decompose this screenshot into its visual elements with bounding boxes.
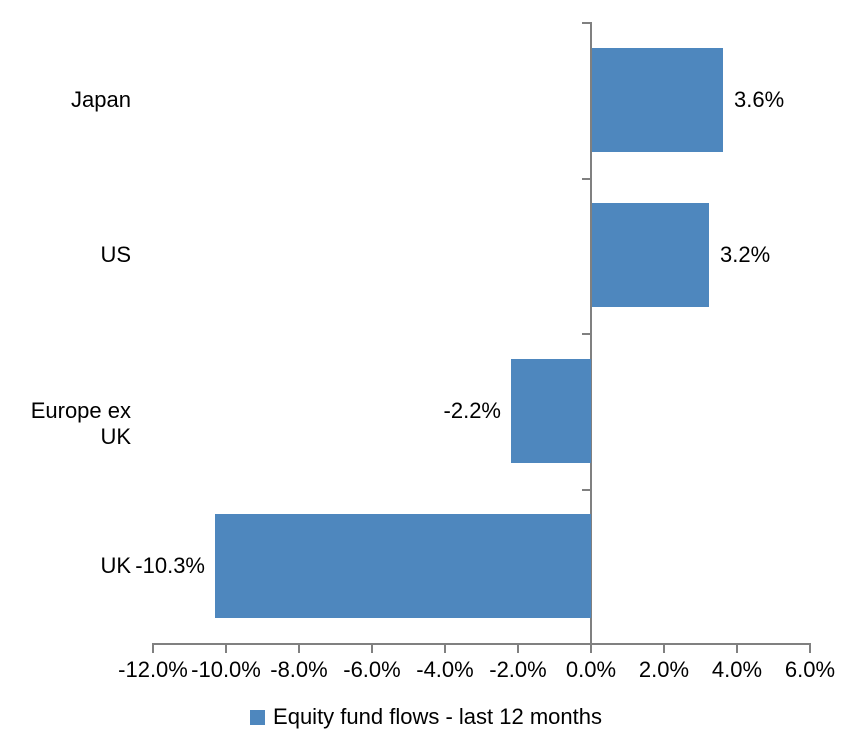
legend-swatch-icon (250, 709, 266, 725)
y-axis-tick (582, 333, 591, 335)
x-axis-tick-label: -4.0% (416, 657, 474, 682)
x-axis-tick (152, 645, 154, 653)
y-axis-tick (582, 178, 591, 180)
category-label: Europe ex UK (30, 398, 131, 449)
x-axis-tick-label: 6.0% (784, 657, 836, 682)
x-axis-tick (371, 645, 373, 653)
x-axis-tick-label: -2.0% (489, 657, 547, 682)
bar-japan (592, 48, 723, 152)
x-axis-line (152, 643, 811, 645)
x-axis-tick-label: 2.0% (638, 657, 690, 682)
data-label: -10.3% (135, 553, 205, 578)
x-axis-tick (663, 645, 665, 653)
x-axis-tick (590, 645, 592, 653)
y-axis-tick (582, 22, 591, 24)
data-label: -2.2% (443, 398, 501, 423)
x-axis-tick (736, 645, 738, 653)
legend: Equity fund flows - last 12 months (0, 704, 852, 730)
x-axis-tick-label: 4.0% (711, 657, 763, 682)
category-label: UK (100, 553, 131, 578)
data-label: 3.2% (720, 242, 771, 267)
bar-us (592, 203, 709, 307)
legend-label: Equity fund flows - last 12 months (273, 704, 602, 729)
x-axis-tick (298, 645, 300, 653)
x-axis-tick (809, 645, 811, 653)
y-axis-tick (582, 489, 591, 491)
x-axis-tick-label: -8.0% (270, 657, 328, 682)
data-label: 3.6% (734, 87, 785, 112)
x-axis-tick (225, 645, 227, 653)
x-axis-tick-label: -12.0% (118, 657, 188, 682)
x-axis-tick (517, 645, 519, 653)
x-axis-tick-label: -6.0% (343, 657, 401, 682)
x-axis-tick (444, 645, 446, 653)
category-label: Japan (71, 87, 131, 112)
x-axis-tick-label: 0.0% (565, 657, 617, 682)
bar-europe-ex-uk (511, 359, 591, 463)
category-label: US (100, 242, 131, 267)
x-axis-tick-label: -10.0% (191, 657, 261, 682)
y-axis-zero-line (590, 22, 592, 645)
bar-uk (215, 514, 591, 618)
